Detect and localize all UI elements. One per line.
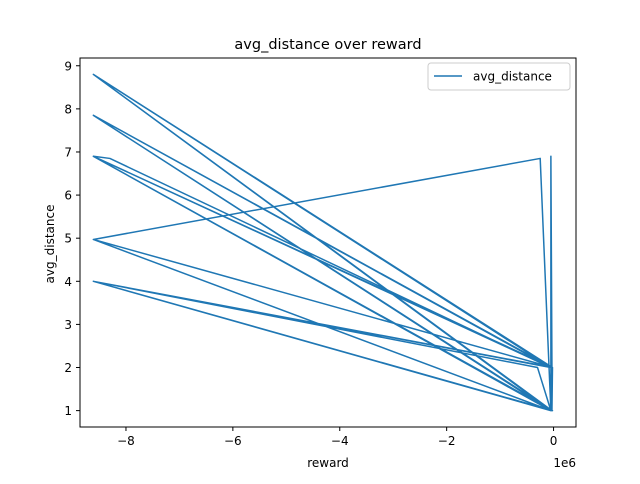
x-axis-offset-label: 1e6 (553, 456, 576, 470)
chart-title: avg_distance over reward (234, 37, 421, 53)
y-tick-label: 3 (64, 318, 72, 332)
axes: −8 −6 −4 −2 0 1 2 3 4 5 6 7 8 9 (64, 57, 577, 448)
legend: avg_distance (427, 62, 571, 91)
x-tick-label: 0 (550, 434, 558, 448)
y-tick-label: 6 (64, 189, 72, 203)
y-tick-label: 8 (64, 102, 72, 116)
y-axis-label: avg_distance (43, 205, 57, 284)
y-tick-label: 5 (64, 232, 72, 246)
y-tick-label: 1 (64, 404, 72, 418)
y-tick-label: 4 (64, 275, 72, 289)
x-tick-label: −4 (331, 434, 349, 448)
x-axis-label: reward (307, 456, 349, 470)
series-line-0 (92, 73, 554, 412)
y-tick-label: 2 (64, 361, 72, 375)
x-tick-label: −2 (438, 434, 456, 448)
y-tick-label: 7 (64, 145, 72, 159)
x-tick-label: −6 (224, 434, 242, 448)
plot-area (92, 73, 554, 412)
legend-label: avg_distance (473, 70, 552, 84)
legend-box (427, 62, 571, 91)
y-tick-label: 9 (64, 59, 72, 73)
axes-frame (79, 57, 577, 428)
x-tick-label: −8 (117, 434, 135, 448)
